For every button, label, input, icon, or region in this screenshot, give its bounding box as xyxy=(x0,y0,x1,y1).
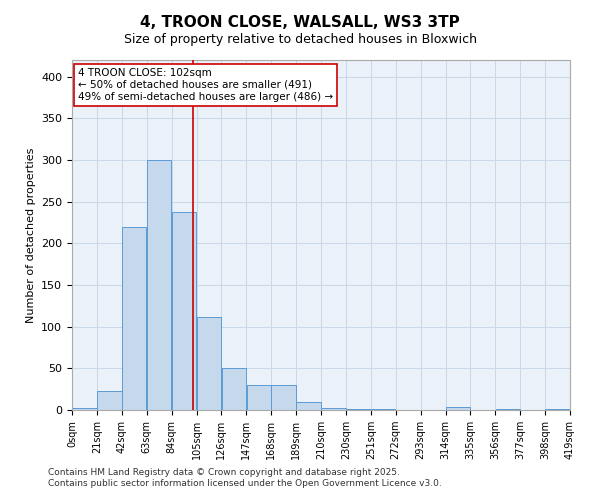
Bar xyxy=(97,391,122,410)
Text: Contains HM Land Registry data © Crown copyright and database right 2025.
Contai: Contains HM Land Registry data © Crown c… xyxy=(48,468,442,487)
Bar xyxy=(346,409,371,410)
Bar xyxy=(371,409,395,410)
Bar xyxy=(321,408,346,410)
Bar xyxy=(247,385,271,410)
Bar xyxy=(197,316,221,410)
Bar xyxy=(172,212,196,410)
Bar xyxy=(72,408,97,410)
Text: 4 TROON CLOSE: 102sqm
← 50% of detached houses are smaller (491)
49% of semi-det: 4 TROON CLOSE: 102sqm ← 50% of detached … xyxy=(78,68,333,102)
Bar xyxy=(545,409,570,410)
Bar xyxy=(221,368,246,410)
Bar xyxy=(122,226,146,410)
Bar xyxy=(296,402,321,410)
Bar xyxy=(446,406,470,410)
Text: 4, TROON CLOSE, WALSALL, WS3 3TP: 4, TROON CLOSE, WALSALL, WS3 3TP xyxy=(140,15,460,30)
Bar xyxy=(496,409,520,410)
Text: Size of property relative to detached houses in Bloxwich: Size of property relative to detached ho… xyxy=(124,32,476,46)
Y-axis label: Number of detached properties: Number of detached properties xyxy=(26,148,35,322)
Bar xyxy=(147,160,172,410)
Bar xyxy=(271,385,296,410)
